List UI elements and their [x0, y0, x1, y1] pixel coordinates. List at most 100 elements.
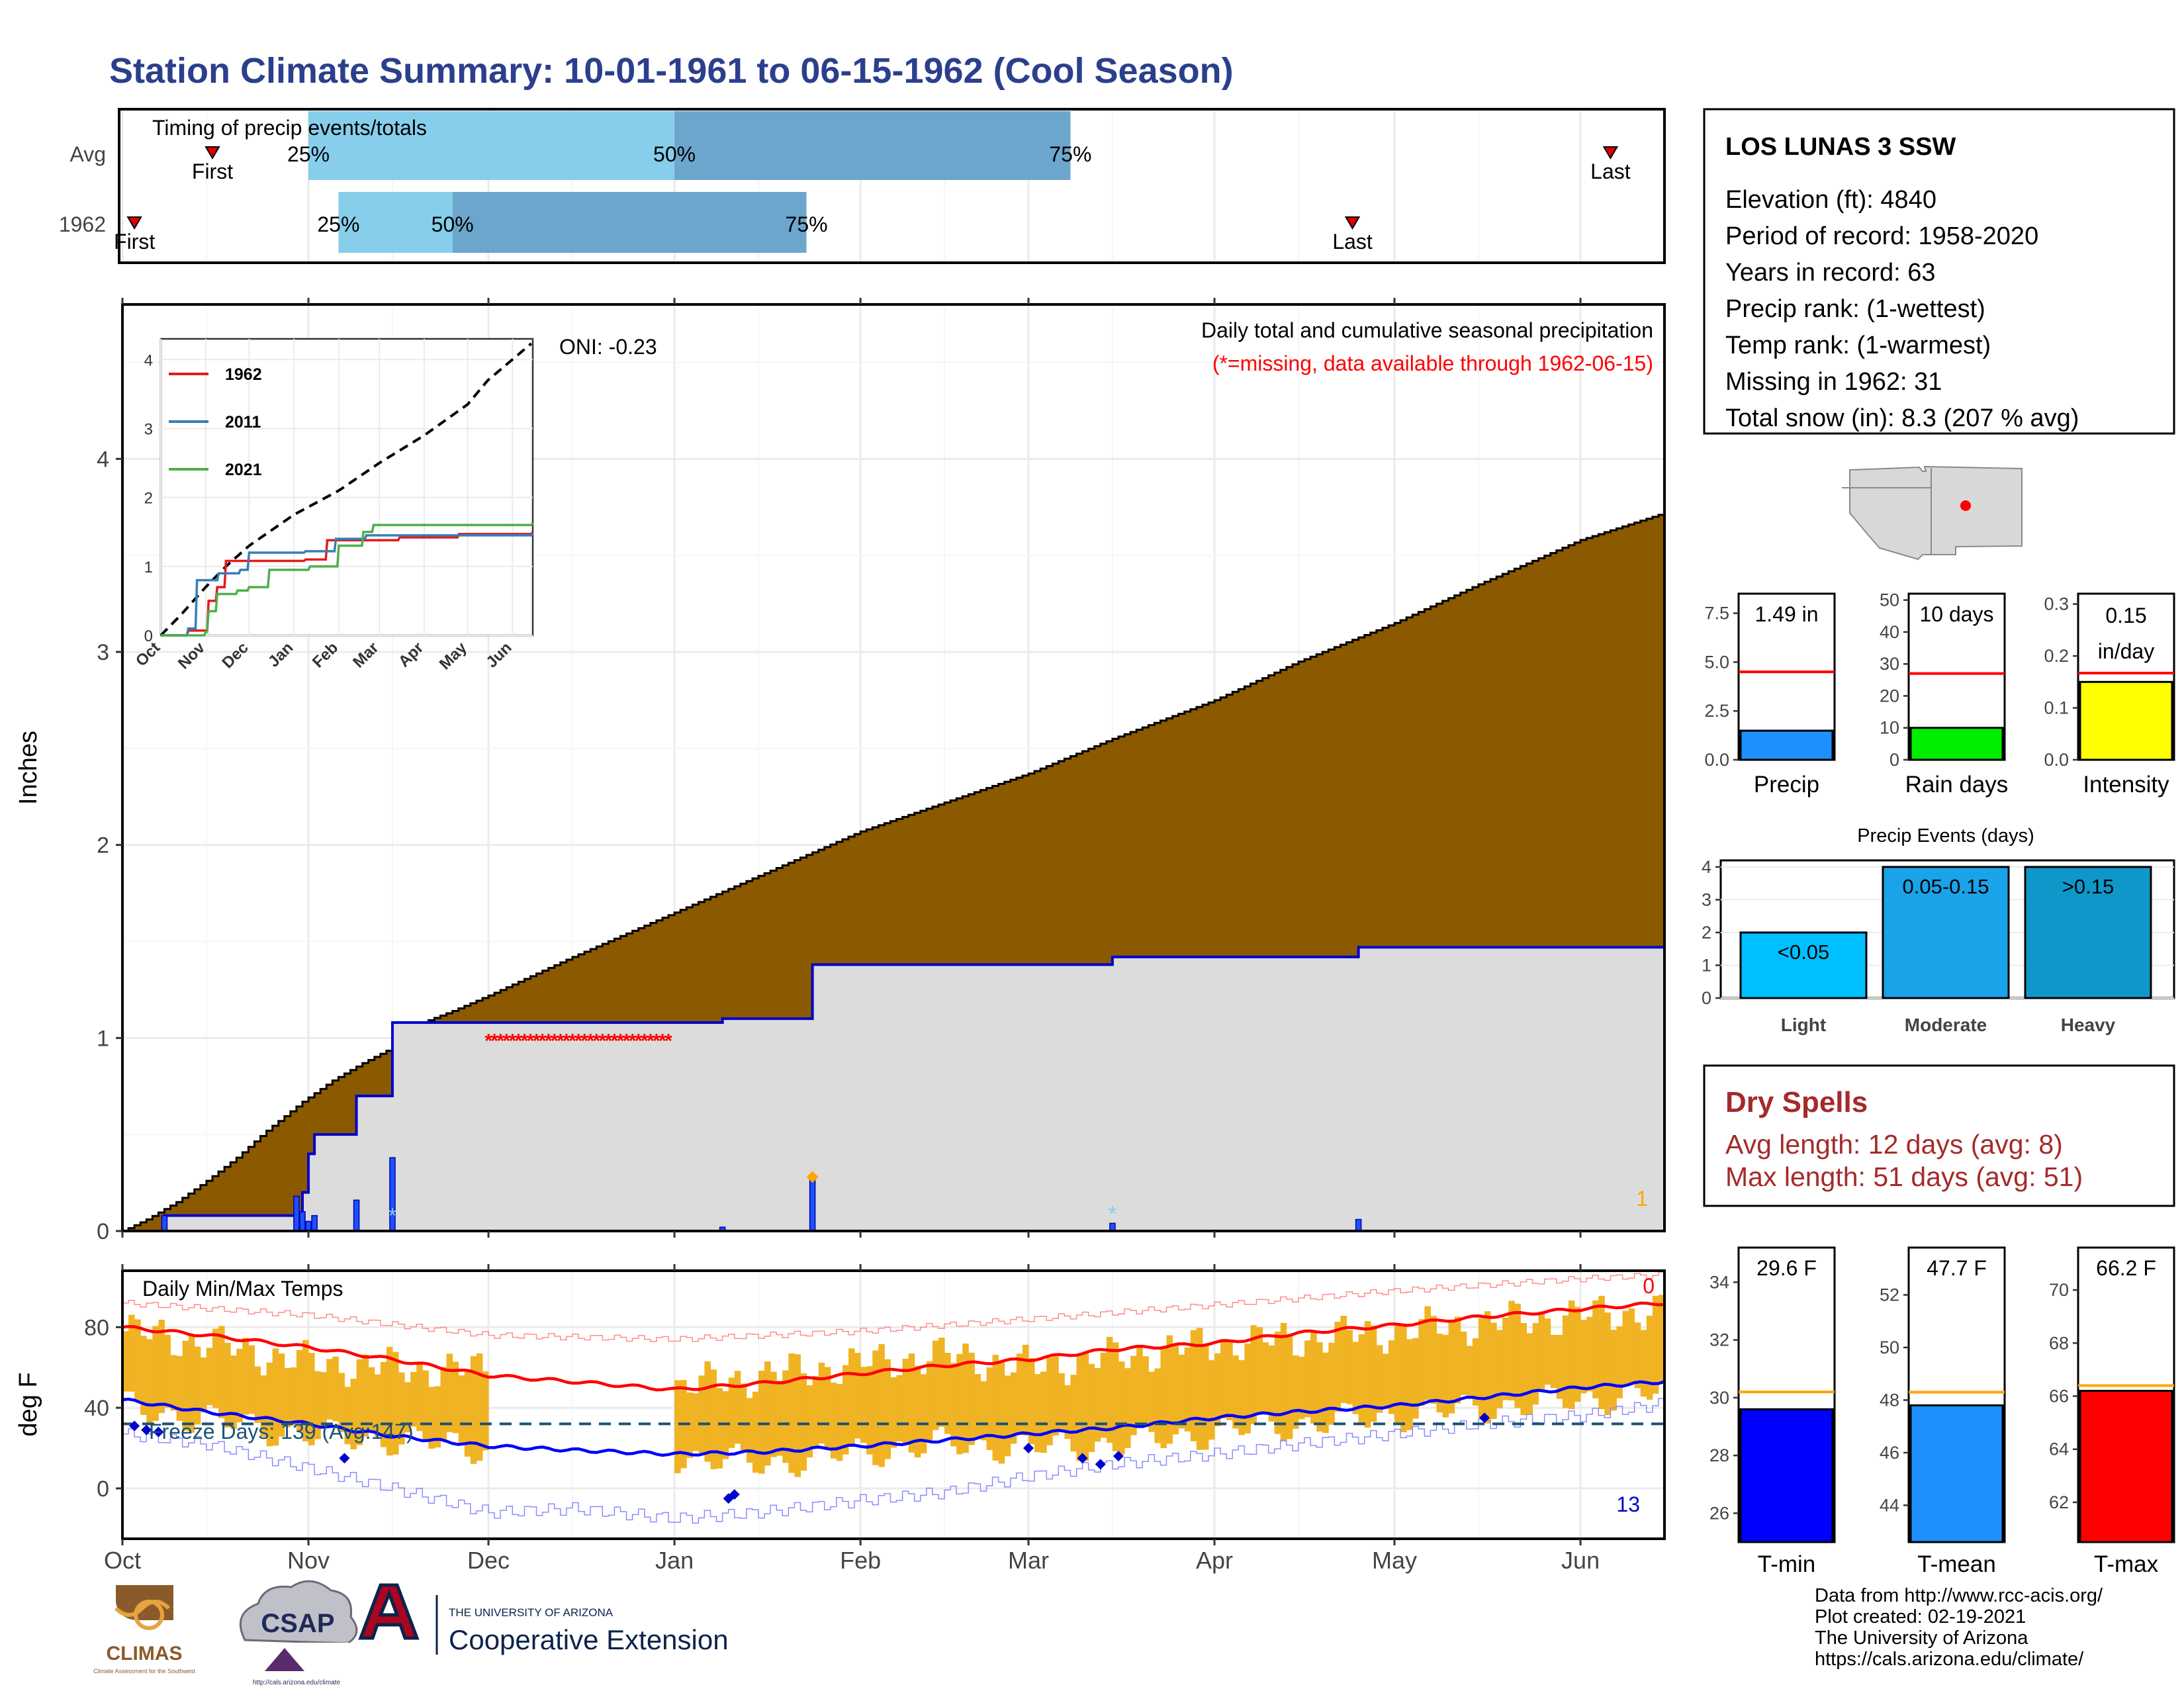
daily-temp-bar [1598, 1295, 1605, 1410]
daily-temp-bar [1292, 1355, 1299, 1429]
mini-panel-bar [1909, 727, 2004, 761]
daily-temp-bar [332, 1356, 339, 1422]
mini-panel-ytick-label: 7.5 [1704, 604, 1729, 623]
mini-panel-ytick-label: 2.5 [1704, 701, 1729, 721]
daily-temp-bar [1400, 1326, 1407, 1433]
inset-avg-line [159, 342, 533, 637]
map-region [1849, 465, 2023, 561]
daily-temp-bar [476, 1353, 483, 1461]
ua-line1: THE UNIVERSITY OF ARIZONA [449, 1606, 614, 1619]
record-low-marker [153, 1426, 164, 1438]
daily-temp-bar [1550, 1334, 1557, 1389]
temp-plot-area [122, 1271, 1665, 1524]
daily-temp-bar [734, 1371, 741, 1444]
daily-temp-bar [368, 1367, 375, 1432]
mini-panel-value: 29.6 F [1756, 1256, 1817, 1280]
daily-temp-bar [1460, 1332, 1467, 1395]
climas-logo-wave [114, 1600, 171, 1617]
daily-temp-bar [452, 1361, 459, 1434]
daily-temp-bar [1058, 1373, 1065, 1432]
csap-mountain-icon [265, 1648, 304, 1671]
daily-temp-bar [710, 1369, 717, 1469]
daily-temp-bar [728, 1377, 735, 1448]
temp-ylabel: deg F [15, 1372, 42, 1436]
daily-temp-bar [902, 1359, 909, 1445]
daily-temp-bar [1454, 1316, 1461, 1404]
snow-marker-icon: * [1109, 1202, 1116, 1226]
inset-ytick-label: 1 [144, 559, 153, 576]
mini-panel-ytick-label: 32 [1709, 1330, 1729, 1350]
daily-temp-bar [770, 1371, 777, 1457]
daily-temp-bar [296, 1349, 303, 1432]
timing-marker-icon [126, 216, 142, 230]
missing-day-marker: * [551, 1030, 559, 1052]
daily-temp-bar [1466, 1346, 1473, 1396]
daily-temp-bar [1622, 1310, 1629, 1387]
month-label: Oct [104, 1547, 141, 1574]
daily-temp-bar [308, 1353, 315, 1445]
daily-temp-bar [872, 1350, 879, 1465]
daily-temp-bar [962, 1343, 969, 1453]
daily-temp-bar [1076, 1355, 1083, 1461]
csap-url: http://cals.arizona.edu/climate [253, 1679, 341, 1686]
climas-logo: CLIMAS Climate Assessment for the Southw… [93, 1585, 196, 1674]
daily-temp-bar [1082, 1351, 1089, 1461]
mini-panel-ytick-label: 0.0 [1704, 750, 1729, 770]
daily-temp-bar [260, 1375, 267, 1437]
daily-temp-bar [1520, 1323, 1527, 1416]
daily-temp-bar [1634, 1322, 1641, 1389]
daily-temp-bar [938, 1338, 945, 1427]
daily-temp-bar [1616, 1326, 1623, 1398]
timing-bar-50-75 [674, 111, 1071, 180]
timing-pct-label: 25% [287, 142, 330, 166]
precip-plot-area: ******************************** * [122, 513, 1666, 1232]
mini-panel-ytick-label: 44 [1880, 1495, 1899, 1515]
daily-temp-bar [752, 1391, 759, 1473]
inset-legend-label: 2011 [225, 413, 261, 432]
daily-temp-bar [1310, 1332, 1317, 1424]
daily-temp-bar [830, 1383, 837, 1459]
inset-series-line [161, 522, 534, 637]
daily-temp-bar [1352, 1342, 1359, 1414]
daily-temp-bar [1250, 1325, 1257, 1424]
daily-temp-bar [1208, 1360, 1215, 1440]
oni-label: ONI: -0.23 [559, 335, 657, 359]
daily-temp-bar [314, 1371, 321, 1440]
daily-temp-bar [1652, 1295, 1659, 1394]
mini-panel-bar [2079, 680, 2173, 761]
temp-top-right-value: 0 [1643, 1274, 1655, 1298]
inset-ytick-label: 0 [144, 627, 153, 645]
daily-temp-bar [692, 1393, 699, 1451]
daily-temp-bar [914, 1365, 921, 1458]
month-label: Jun [1561, 1547, 1600, 1574]
daily-temp-bar [818, 1362, 825, 1444]
daily-temp-bar [1508, 1301, 1515, 1401]
month-label: Feb [840, 1547, 881, 1574]
mini-panel-label: T-min [1758, 1551, 1816, 1577]
daily-temp-bar [200, 1357, 207, 1413]
daily-temp-bar [992, 1355, 999, 1461]
daily-temp-bar [1226, 1340, 1233, 1420]
daily-temp-bar [1154, 1368, 1161, 1443]
daily-temp-bar [1568, 1301, 1575, 1410]
precip-orange-marker [806, 1171, 819, 1183]
mini-panel-ytick-label: 70 [2049, 1280, 2069, 1300]
daily-temp-bar [1256, 1327, 1263, 1415]
daily-temp-bar [1394, 1324, 1401, 1425]
daily-temp-bar [1064, 1385, 1071, 1440]
mini-panel-value: in/day [2098, 639, 2154, 663]
missing-day-marker: * [545, 1030, 553, 1052]
daily-temp-bar [188, 1334, 195, 1433]
record-low-marker [1077, 1453, 1088, 1464]
daily-temp-bar [434, 1386, 441, 1448]
daily-temp-bar [128, 1314, 135, 1392]
month-label: Apr [1196, 1547, 1233, 1574]
daily-temp-bar [338, 1373, 345, 1432]
mini-panel-ytick-label: 68 [2049, 1333, 2069, 1353]
inset-legend-label: 1962 [225, 365, 262, 384]
timing-bars [308, 111, 1071, 253]
daily-temp-bar [230, 1355, 237, 1429]
temp-ytick-label: 40 [84, 1396, 109, 1421]
daily-temp-bar [1220, 1338, 1227, 1418]
daily-temp-bar [806, 1385, 813, 1458]
